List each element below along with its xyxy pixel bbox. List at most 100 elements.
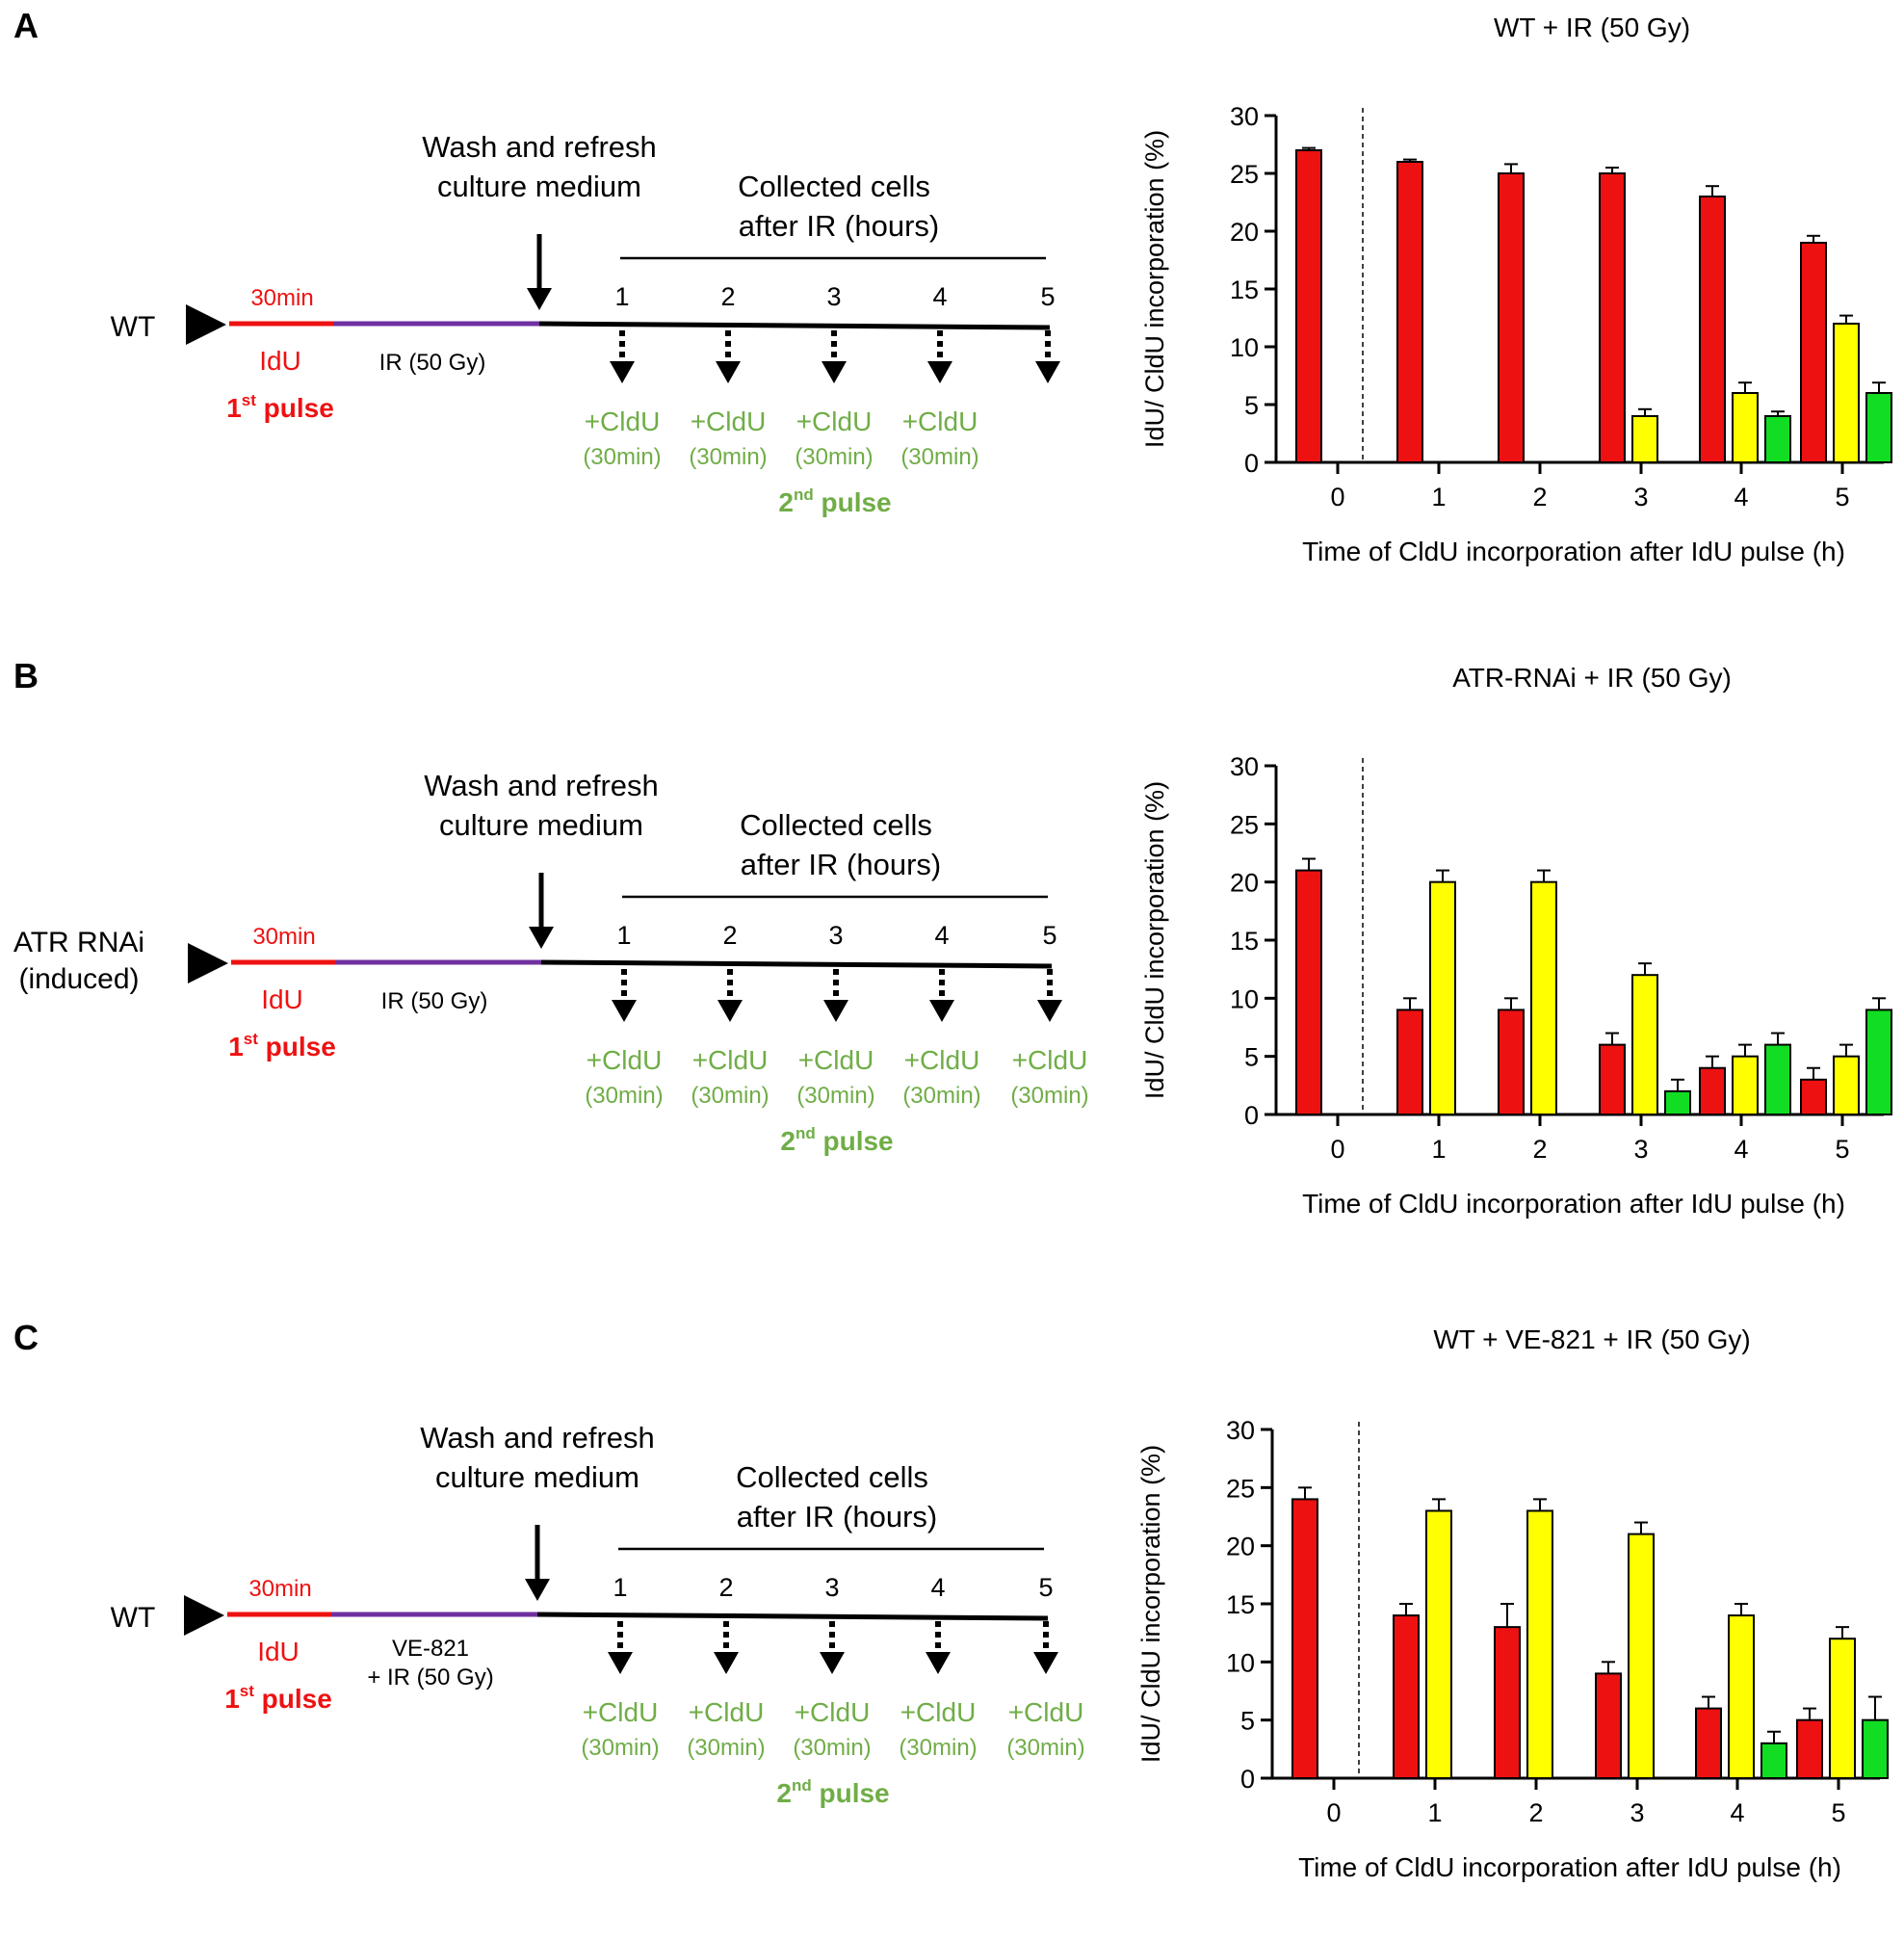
bar-red: [1599, 172, 1626, 463]
x-tick-label: 1: [1431, 483, 1446, 511]
collection-arrow-head: [927, 361, 952, 383]
y-tick-label: 15: [1226, 1590, 1255, 1619]
wash-sublabel: culture medium: [437, 170, 641, 203]
bar-red: [1695, 1707, 1722, 1780]
cldu-duration: (30min): [689, 444, 767, 470]
hour-tick-label: 1: [613, 1573, 627, 1602]
x-axis-label: Time of CldU incorporation after IdU pul…: [1298, 1852, 1841, 1882]
start-triangle: [184, 1595, 224, 1636]
collected-sublabel: after IR (hours): [739, 209, 939, 243]
first-pulse-label-word: pulse: [254, 1684, 332, 1714]
chart-title: ATR-RNAi + IR (50 Gy): [1452, 663, 1732, 693]
cell-line-label: WT: [111, 311, 156, 343]
cldu-duration: (30min): [796, 1083, 874, 1109]
bar-green: [1862, 1718, 1889, 1779]
bar-yellow: [1631, 974, 1658, 1116]
cldu-duration: (30min): [1010, 1083, 1088, 1109]
hour-tick-label: 5: [1042, 921, 1056, 950]
hour-tick-label: 1: [614, 282, 629, 311]
y-tick-label: 30: [1226, 1416, 1255, 1445]
cldu-duration: (30min): [687, 1735, 765, 1761]
collected-sublabel: after IR (hours): [737, 1500, 937, 1534]
bar-red: [1291, 1498, 1318, 1779]
x-tick-label: 4: [1734, 483, 1748, 511]
cldu-duration: (30min): [581, 1735, 659, 1761]
cell-line-label: ATR RNAi: [13, 927, 144, 958]
x-tick-label: 3: [1633, 483, 1648, 511]
collected-label: Collected cells: [740, 808, 932, 842]
x-tick-label: 3: [1630, 1798, 1644, 1827]
y-tick-label: 0: [1240, 1765, 1255, 1794]
hour-tick-label: 4: [930, 1573, 945, 1602]
y-tick-label: 15: [1230, 275, 1259, 304]
y-tick-label: 0: [1244, 1101, 1259, 1130]
bar-chart: WT + VE-821 + IR (50 Gy)051015202530IdU/…: [1136, 1324, 1889, 1882]
bar-yellow: [1833, 323, 1860, 463]
collection-arrow-head: [822, 361, 847, 383]
bar-red: [1699, 1066, 1726, 1116]
first-duration: 30min: [248, 1576, 311, 1602]
first-duration: 30min: [250, 285, 313, 311]
cldu-label: +CldU: [583, 1697, 659, 1727]
second-pulse-label: 2nd pulse: [778, 485, 891, 517]
second-pulse-label-number: 2: [780, 1126, 796, 1156]
y-tick-label: 5: [1244, 391, 1259, 420]
x-tick-label: 2: [1528, 1798, 1543, 1827]
bar-yellow: [1429, 880, 1456, 1115]
hour-tick-label: 4: [932, 282, 947, 311]
hour-tick-label: 5: [1040, 282, 1055, 311]
chart-title: WT + VE-821 + IR (50 Gy): [1433, 1324, 1750, 1354]
collected-label: Collected cells: [736, 1460, 928, 1494]
x-tick-label: 2: [1532, 483, 1547, 511]
bar-yellow: [1526, 1509, 1553, 1779]
start-triangle: [188, 943, 228, 983]
collection-timeline: [540, 959, 1053, 969]
first-label: IdU: [261, 984, 303, 1014]
cldu-label: +CldU: [904, 1045, 980, 1075]
first-pulse-label-suffix: st: [242, 391, 256, 409]
bar-green: [1764, 415, 1791, 463]
collection-arrow-head: [714, 1652, 739, 1674]
hour-tick-label: 2: [720, 282, 735, 311]
x-axis-label: Time of CldU incorporation after IdU pul…: [1302, 1189, 1845, 1219]
bar-yellow: [1829, 1638, 1856, 1780]
first-pulse-label-number: 1: [224, 1684, 240, 1714]
cldu-label: +CldU: [689, 1697, 765, 1727]
x-tick-label: 1: [1431, 1135, 1446, 1164]
treatment-label: VE-821: [392, 1636, 469, 1662]
bar-yellow: [1732, 1055, 1759, 1115]
second-pulse-label: 2nd pulse: [776, 1776, 889, 1808]
cldu-label: +CldU: [902, 406, 978, 436]
hour-tick-label: 3: [828, 921, 843, 950]
bar-red: [1498, 172, 1525, 463]
hour-tick-label: 2: [718, 1573, 733, 1602]
second-pulse-label-suffix: nd: [794, 485, 814, 504]
x-tick-label: 5: [1835, 483, 1849, 511]
panel-letter: A: [13, 6, 39, 45]
first-label: IdU: [259, 346, 301, 376]
collection-arrow-head: [926, 1652, 951, 1674]
collection-arrow-head: [820, 1652, 845, 1674]
x-tick-label: 3: [1633, 1135, 1648, 1164]
y-tick-label: 10: [1226, 1648, 1255, 1677]
bar-green: [1865, 392, 1892, 463]
collection-arrow-head: [823, 1000, 848, 1022]
x-tick-label: 1: [1427, 1798, 1442, 1827]
wash-sublabel: culture medium: [439, 808, 643, 842]
cell-line-label: WT: [111, 1602, 156, 1634]
bar-green: [1761, 1742, 1787, 1779]
treatment-sublabel: + IR (50 Gy): [367, 1665, 493, 1691]
cldu-duration: (30min): [585, 1083, 663, 1109]
bar-red: [1295, 869, 1322, 1115]
x-tick-label: 0: [1330, 483, 1344, 511]
wash-arrow-head: [527, 288, 552, 310]
bar-red: [1800, 242, 1827, 463]
second-pulse-label-suffix: nd: [792, 1776, 812, 1795]
treatment-label: IR (50 Gy): [379, 350, 486, 376]
panel-a: A WT 30min IdU 1st pulse IR (50 Gy) Wash and …: [0, 0, 1904, 628]
hour-tick-label: 3: [824, 1573, 839, 1602]
y-tick-label: 10: [1230, 984, 1259, 1013]
hour-tick-label: 4: [934, 921, 949, 950]
wash-arrow-head: [529, 927, 554, 949]
